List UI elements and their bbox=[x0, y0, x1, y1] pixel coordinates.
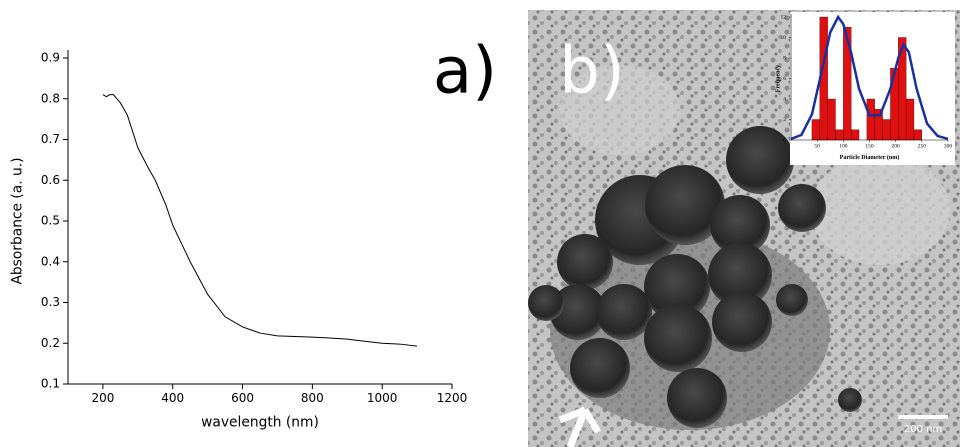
scale-bar-label: 200 nm bbox=[904, 424, 942, 435]
y-tick-label: 10 bbox=[781, 35, 787, 41]
tem-image bbox=[528, 10, 960, 447]
y-axis-label: Absorbance (a. u.) bbox=[10, 157, 26, 284]
x-tick-label: 400 bbox=[161, 391, 184, 405]
x-tick-label: 1200 bbox=[437, 391, 468, 405]
histogram-bar bbox=[890, 68, 899, 141]
y-tick-label: 4 bbox=[783, 96, 786, 102]
histogram-bar bbox=[851, 129, 860, 141]
data-line bbox=[102, 94, 418, 347]
y-tick-label: 0 bbox=[783, 137, 786, 143]
y-tick-label: 8 bbox=[783, 55, 786, 61]
histogram-bar bbox=[827, 98, 836, 141]
y-tick-label: 0.8 bbox=[41, 91, 60, 105]
x-tick-label: 300 bbox=[944, 144, 953, 150]
y-tick-label: 0.4 bbox=[41, 254, 60, 268]
x-tick-label: 50 bbox=[814, 144, 820, 150]
x-tick-label: 150 bbox=[865, 144, 874, 150]
y-tick-label: 0.9 bbox=[41, 51, 60, 65]
y-tick-label: 0.2 bbox=[41, 336, 60, 350]
y-tick-label: 0.6 bbox=[41, 173, 60, 187]
x-tick-label: 600 bbox=[231, 391, 254, 405]
y-tick-label: 12 bbox=[781, 14, 787, 20]
y-tick-label: 2 bbox=[783, 117, 786, 123]
histogram-bar bbox=[866, 98, 875, 141]
histogram-bar bbox=[913, 129, 922, 141]
x-tick-label: 200 bbox=[892, 144, 901, 150]
x-tick-label: 100 bbox=[839, 144, 848, 150]
y-tick-label: 0.1 bbox=[41, 377, 60, 391]
x-tick-label: 1000 bbox=[367, 391, 398, 405]
y-axis-label: Frequency bbox=[776, 65, 782, 92]
histogram-bar bbox=[882, 119, 891, 141]
x-tick-label: 200 bbox=[91, 391, 114, 405]
y-tick-label: 0.3 bbox=[41, 295, 60, 309]
y-tick-label: 0.5 bbox=[41, 214, 60, 228]
x-axis-label: wavelength (nm) bbox=[201, 414, 319, 430]
x-tick-label: 250 bbox=[918, 144, 927, 150]
x-axis-label: Particle Diameter (nm) bbox=[840, 154, 900, 161]
y-tick-label: 0.7 bbox=[41, 132, 60, 146]
histogram-bar bbox=[811, 119, 820, 141]
x-tick-label: 800 bbox=[301, 391, 324, 405]
histogram-bar bbox=[905, 98, 915, 141]
histogram-bar bbox=[835, 129, 844, 141]
panel-label: a) bbox=[433, 35, 497, 109]
y-tick-label: 6 bbox=[783, 76, 786, 82]
panel-label: b) bbox=[559, 35, 625, 109]
fit-curve bbox=[790, 14, 949, 141]
